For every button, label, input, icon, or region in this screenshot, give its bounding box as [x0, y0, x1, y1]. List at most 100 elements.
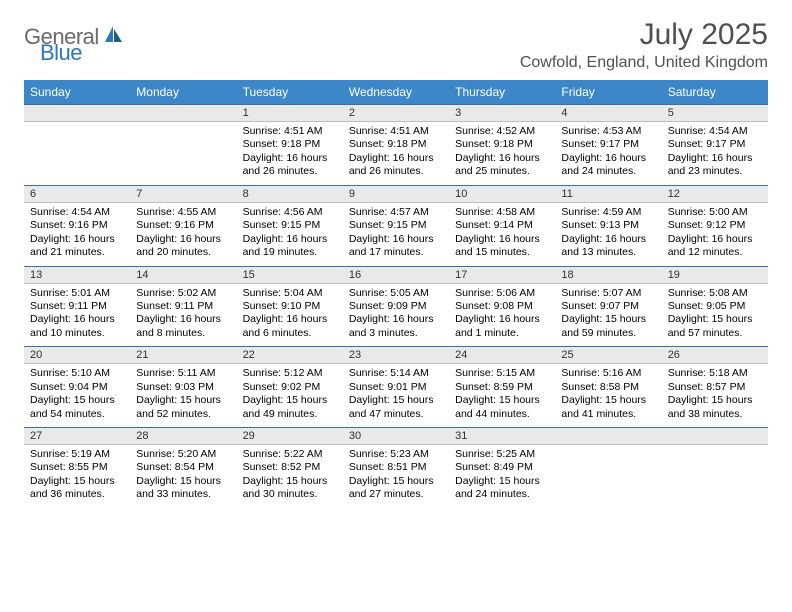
calendar-day-cell: 9Sunrise: 4:57 AMSunset: 9:15 PMDaylight… — [343, 185, 449, 266]
day-body — [24, 122, 130, 184]
day-body: Sunrise: 5:10 AMSunset: 9:04 PMDaylight:… — [24, 364, 130, 427]
day-info-line: Sunset: 9:07 PM — [561, 300, 655, 313]
calendar-day-cell: 13 Sunrise: 5:01 AMSunset: 9:11 PMDayligh… — [24, 266, 130, 347]
day-info-line: Sunset: 9:04 PM — [30, 381, 124, 394]
day-info-line: Sunset: 9:18 PM — [349, 138, 443, 151]
day-body: Sunrise: 5:01 AMSunset: 9:11 PMDaylight:… — [24, 284, 130, 347]
day-number-row: 4 — [555, 104, 661, 122]
weekday-label: Friday — [555, 80, 661, 104]
day-number: 30 — [343, 430, 361, 442]
day-number: 25 — [555, 349, 573, 361]
calendar-day-cell: 31Sunrise: 5:25 AMSunset: 8:49 PMDayligh… — [449, 427, 555, 508]
day-number: 27 — [24, 430, 42, 442]
day-number: 6 — [24, 188, 36, 200]
day-info-line: Daylight: 16 hours — [561, 152, 655, 165]
day-number: 8 — [237, 188, 249, 200]
day-info-line: Sunset: 8:58 PM — [561, 381, 655, 394]
day-number-row: 12 — [662, 185, 768, 203]
day-info-line: and 33 minutes. — [136, 488, 230, 501]
day-number-row: 26 — [662, 346, 768, 364]
day-number-row: 11 — [555, 185, 661, 203]
day-number: 23 — [343, 349, 361, 361]
calendar-day-cell: 30Sunrise: 5:23 AMSunset: 8:51 PMDayligh… — [343, 427, 449, 508]
day-info-line: Daylight: 16 hours — [455, 233, 549, 246]
calendar-day-cell: 3Sunrise: 4:52 AMSunset: 9:18 PMDaylight… — [449, 104, 555, 185]
day-number-row — [24, 104, 130, 122]
calendar-week-row: 1Sunrise: 4:51 AMSunset: 9:18 PMDaylight… — [24, 104, 768, 185]
logo-word-2-wrap: Blue — [40, 40, 82, 66]
weekday-label: Monday — [130, 80, 236, 104]
day-info-line: Sunrise: 5:20 AM — [136, 448, 230, 461]
day-body — [662, 445, 768, 507]
day-number-row: 15 — [237, 266, 343, 284]
day-number: 17 — [449, 269, 467, 281]
day-info-line: Daylight: 16 hours — [30, 233, 124, 246]
day-info-line: Daylight: 15 hours — [349, 475, 443, 488]
calendar-day-cell: 6Sunrise: 4:54 AMSunset: 9:16 PMDaylight… — [24, 185, 130, 266]
day-body: Sunrise: 5:00 AMSunset: 9:12 PMDaylight:… — [662, 203, 768, 266]
calendar-day-cell: 8Sunrise: 4:56 AMSunset: 9:15 PMDaylight… — [237, 185, 343, 266]
weekday-label: Tuesday — [237, 80, 343, 104]
calendar-day-cell: 24 Sunrise: 5:15 AMSunset: 8:59 PMDayligh… — [449, 346, 555, 427]
day-body — [130, 122, 236, 184]
day-info-line: Sunrise: 5:19 AM — [30, 448, 124, 461]
calendar-day-cell: 11Sunrise: 4:59 AMSunset: 9:13 PMDayligh… — [555, 185, 661, 266]
day-number: 3 — [449, 107, 461, 119]
day-info-line: and 19 minutes. — [243, 246, 337, 259]
calendar-day-cell: 22Sunrise: 5:12 AMSunset: 9:02 PMDayligh… — [237, 346, 343, 427]
day-info-line: Sunset: 9:11 PM — [30, 300, 124, 313]
day-number: 16 — [343, 269, 361, 281]
day-info-line: Sunset: 8:54 PM — [136, 461, 230, 474]
calendar-day-cell: 7Sunrise: 4:55 AMSunset: 9:16 PMDaylight… — [130, 185, 236, 266]
calendar-week-row: 27Sunrise: 5:19 AMSunset: 8:55 PMDayligh… — [24, 427, 768, 508]
day-info-line: Daylight: 16 hours — [349, 233, 443, 246]
day-info-line: Sunset: 8:49 PM — [455, 461, 549, 474]
day-number-row: 29 — [237, 427, 343, 445]
day-number: 13 — [24, 269, 42, 281]
page-header: General July 2025 Cowfold, England, Unit… — [24, 18, 768, 72]
day-info-line: and 1 minute. — [455, 327, 549, 340]
day-number-row: 6 — [24, 185, 130, 203]
calendar-day-cell: 28Sunrise: 5:20 AMSunset: 8:54 PMDayligh… — [130, 427, 236, 508]
day-info-line: and 59 minutes. — [561, 327, 655, 340]
day-number: 1 — [237, 107, 249, 119]
day-number-row: 9 — [343, 185, 449, 203]
day-info-line: Sunset: 9:15 PM — [243, 219, 337, 232]
day-number: 2 — [343, 107, 355, 119]
day-info-line: Sunset: 9:03 PM — [136, 381, 230, 394]
day-info-line: Daylight: 15 hours — [668, 313, 762, 326]
day-number-row: 27 — [24, 427, 130, 445]
day-body: Sunrise: 5:11 AMSunset: 9:03 PMDaylight:… — [130, 364, 236, 427]
day-number-row: 7 — [130, 185, 236, 203]
location-label: Cowfold, England, United Kingdom — [520, 54, 768, 72]
day-number-row: 13 — [24, 266, 130, 284]
day-number-row: 31 — [449, 427, 555, 445]
day-body: Sunrise: 5:22 AMSunset: 8:52 PMDaylight:… — [237, 445, 343, 508]
day-info-line: Daylight: 15 hours — [455, 475, 549, 488]
calendar-week-row: 13 Sunrise: 5:01 AMSunset: 9:11 PMDayligh… — [24, 266, 768, 347]
day-number: 24 — [449, 349, 467, 361]
day-body: Sunrise: 5:04 AMSunset: 9:10 PMDaylight:… — [237, 284, 343, 347]
day-info-line: Daylight: 16 hours — [349, 152, 443, 165]
day-body: Sunrise: 4:55 AMSunset: 9:16 PMDaylight:… — [130, 203, 236, 266]
day-number-row: 16 — [343, 266, 449, 284]
day-info-line: Sunset: 9:14 PM — [455, 219, 549, 232]
day-info-line: and 23 minutes. — [668, 165, 762, 178]
day-info-line: Sunrise: 4:54 AM — [30, 206, 124, 219]
day-number-row — [555, 427, 661, 445]
day-number: 15 — [237, 269, 255, 281]
day-info-line: Sunset: 9:15 PM — [349, 219, 443, 232]
month-title: July 2025 — [520, 18, 768, 52]
day-number-row: 1 — [237, 104, 343, 122]
day-info-line: Daylight: 16 hours — [668, 233, 762, 246]
logo-word-2: Blue — [40, 40, 82, 65]
logo-sail-icon — [103, 26, 123, 49]
day-body: Sunrise: 5:15 AMSunset: 8:59 PMDaylight:… — [449, 364, 555, 427]
day-body — [555, 445, 661, 507]
day-info-line: Sunrise: 5:00 AM — [668, 206, 762, 219]
day-info-line: Daylight: 16 hours — [455, 313, 549, 326]
calendar-day-cell: 4Sunrise: 4:53 AMSunset: 9:17 PMDaylight… — [555, 104, 661, 185]
day-info-line: Sunrise: 5:15 AM — [455, 367, 549, 380]
day-info-line: and 6 minutes. — [243, 327, 337, 340]
day-number-row: 22 — [237, 346, 343, 364]
